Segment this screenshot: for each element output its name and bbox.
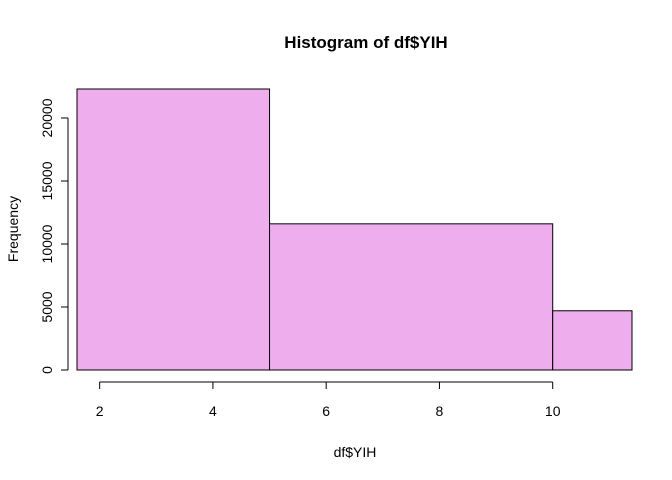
y-tick-label: 10000	[39, 224, 55, 263]
y-tick-label: 5000	[39, 291, 55, 322]
y-tick-label: 15000	[39, 161, 55, 200]
y-axis-label: Frequency	[5, 196, 21, 262]
y-tick-label: 0	[39, 366, 55, 374]
histogram-bar-3	[552, 310, 633, 371]
bars-group	[76, 88, 633, 371]
x-axis: 2 4 6 8 10	[96, 381, 561, 419]
x-tick-label: 8	[436, 403, 444, 419]
x-tick-label: 4	[209, 403, 217, 419]
x-axis-label: df$YIH	[334, 444, 377, 460]
x-tick-label: 10	[545, 403, 561, 419]
x-tick-label: 2	[96, 403, 104, 419]
histogram-bar-2	[269, 223, 554, 371]
x-tick-label: 6	[322, 403, 330, 419]
histogram-bar-1	[76, 88, 271, 371]
y-tick-label: 20000	[39, 98, 55, 137]
y-axis: 0 5000 10000 15000 20000	[39, 98, 69, 374]
chart-title: Histogram of df$YIH	[284, 33, 447, 52]
